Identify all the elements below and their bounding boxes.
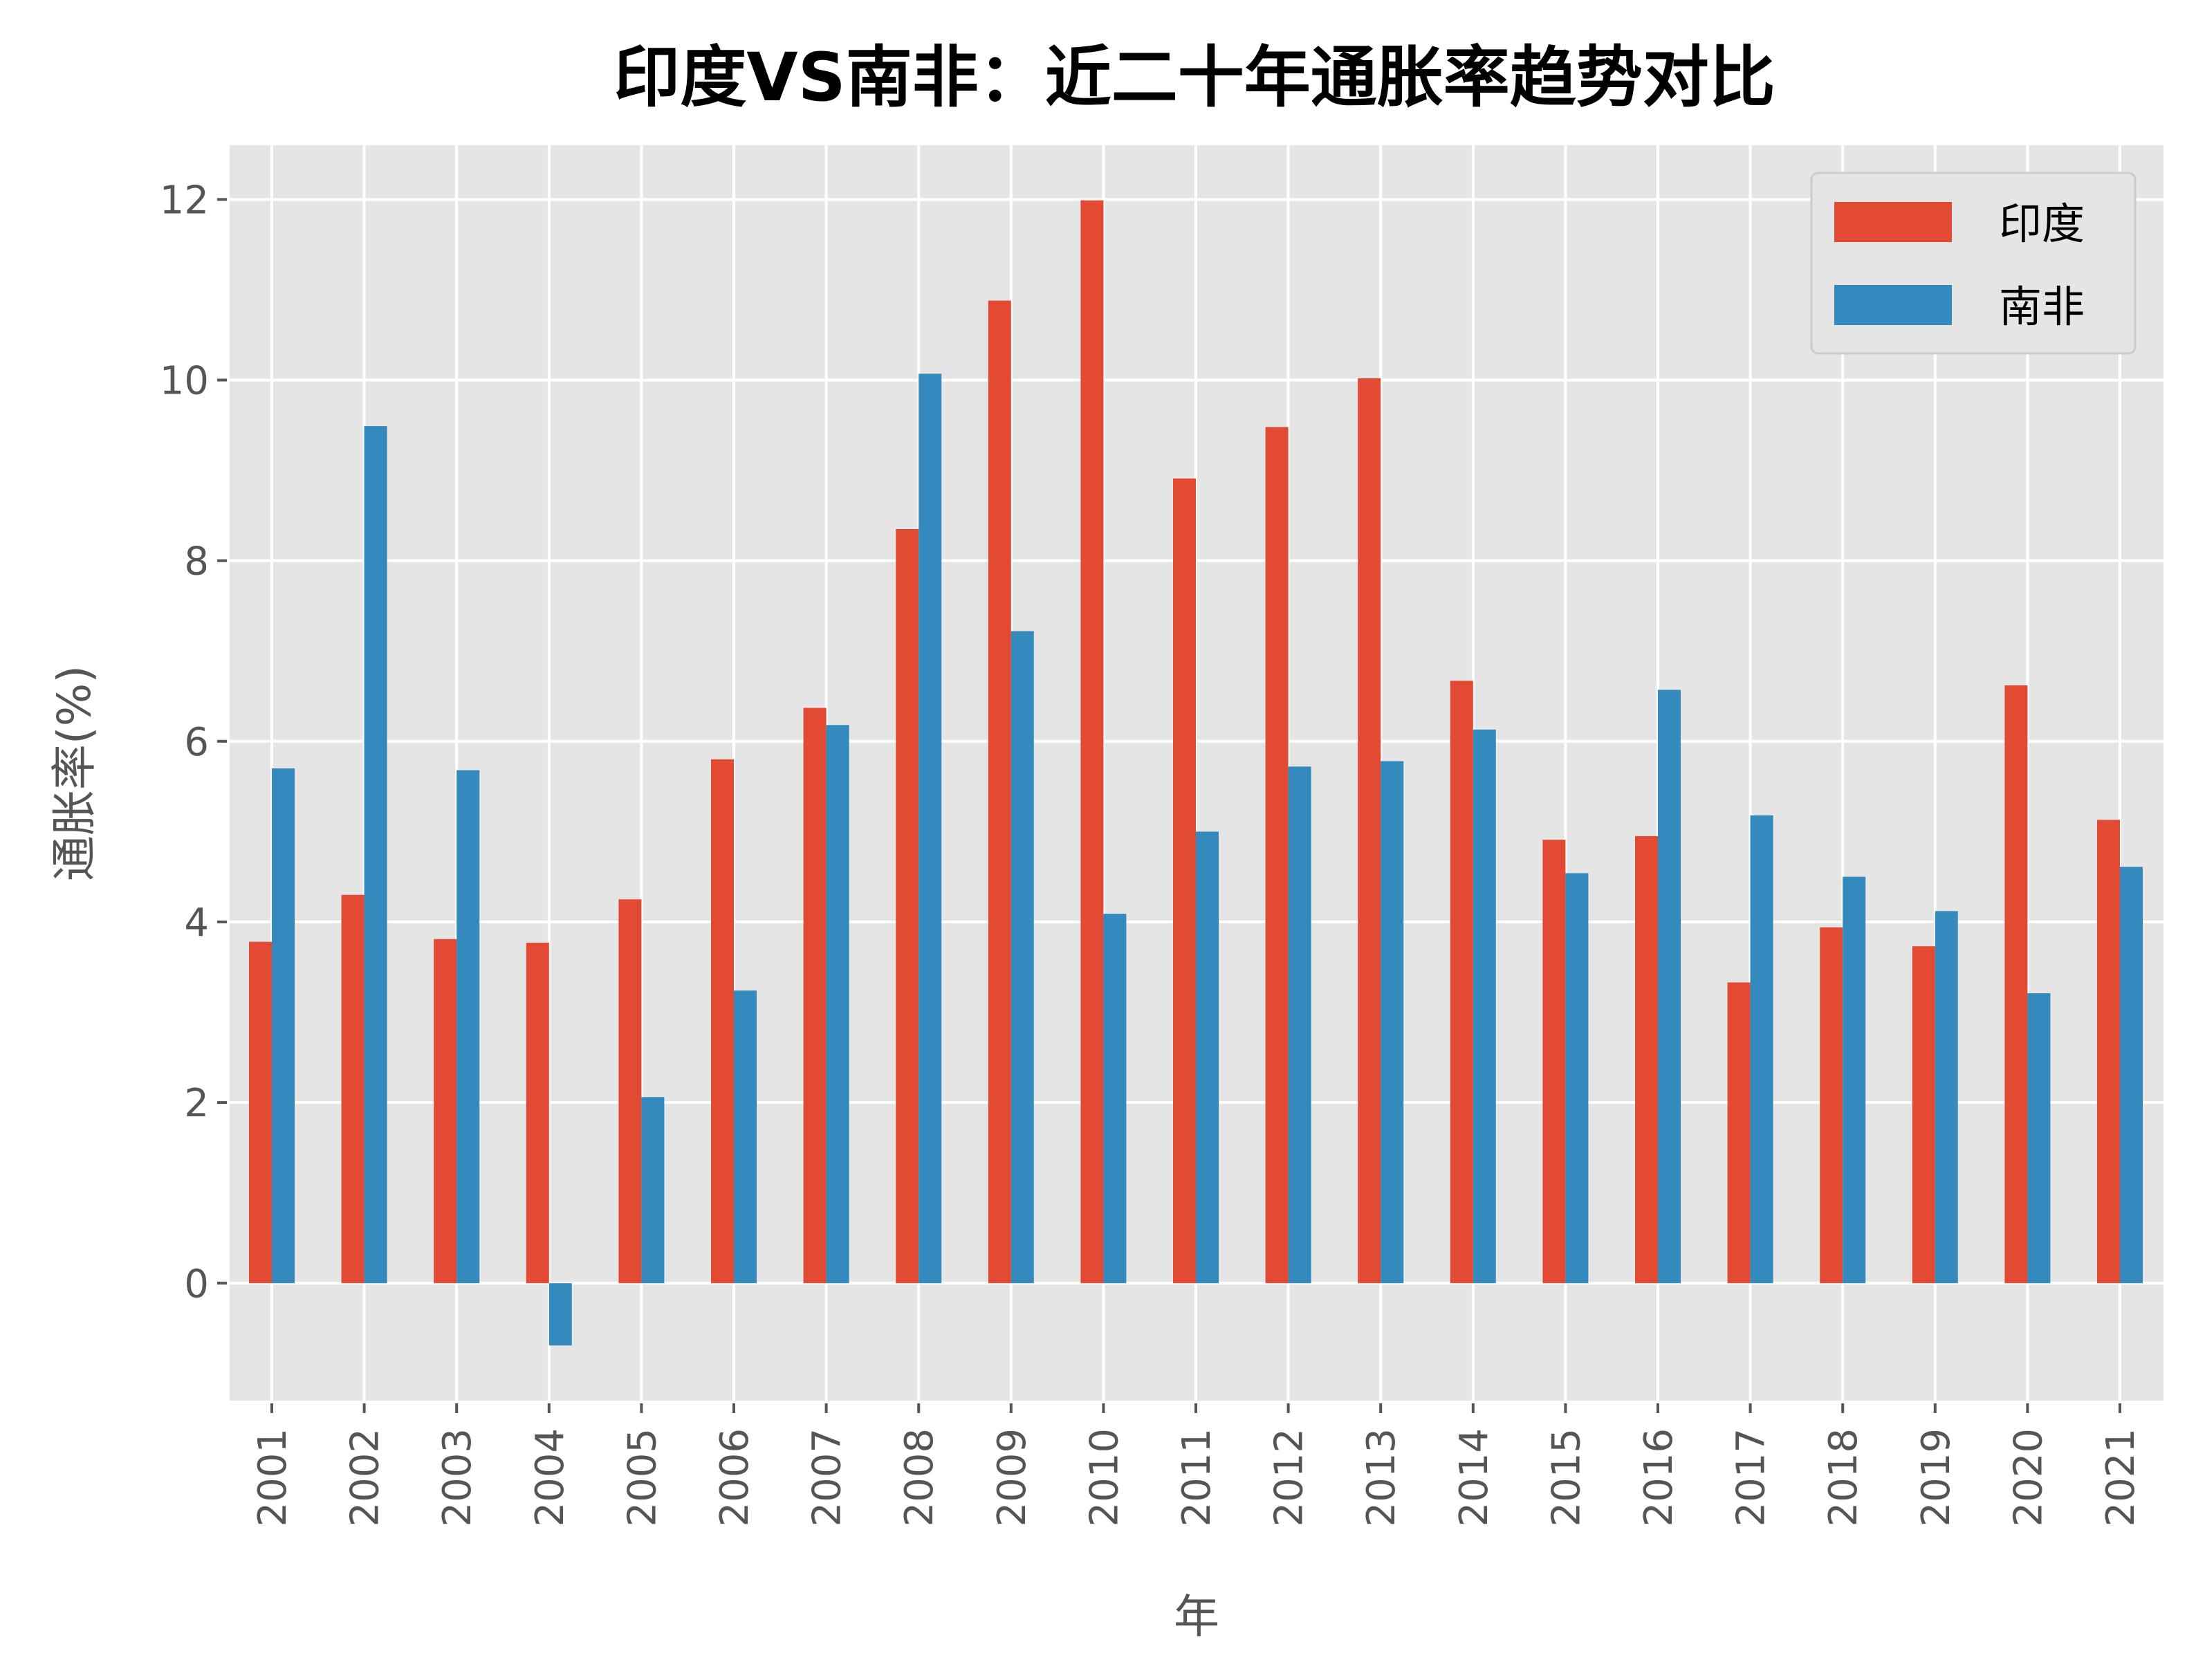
x-tick-label: 2014 (1452, 1428, 1497, 1527)
bar-india-2002 (341, 894, 365, 1284)
x-tick-label: 2001 (250, 1428, 295, 1527)
y-tick-label: 0 (184, 1262, 209, 1307)
bar-south-africa-2007 (826, 725, 849, 1284)
bars (249, 200, 2143, 1346)
x-tick-label: 2019 (1914, 1428, 1959, 1527)
bar-south-africa-2015 (1565, 873, 1589, 1284)
bar-south-africa-2004 (548, 1283, 572, 1346)
x-tick-label: 2007 (805, 1428, 850, 1527)
bar-india-2015 (1542, 840, 1566, 1284)
bar-india-2007 (803, 708, 827, 1284)
bar-south-africa-2009 (1011, 631, 1034, 1284)
x-tick-label: 2009 (990, 1428, 1035, 1527)
x-tick-label: 2010 (1082, 1428, 1127, 1527)
x-tick-label: 2003 (435, 1428, 480, 1527)
y-tick-label: 8 (184, 539, 209, 584)
bar-india-2006 (711, 759, 734, 1284)
x-tick-label: 2015 (1544, 1428, 1589, 1527)
bar-india-2010 (1080, 200, 1104, 1284)
bar-india-2016 (1635, 836, 1658, 1284)
y-tick-label: 10 (160, 358, 209, 403)
x-tick-label: 2016 (1636, 1428, 1681, 1527)
x-tick-label: 2005 (620, 1428, 665, 1527)
legend-box (1810, 172, 2137, 355)
bar-india-2018 (1820, 927, 1843, 1284)
x-tick-label: 2011 (1174, 1428, 1219, 1527)
legend: 印度 南非 (1810, 172, 2137, 355)
bar-india-2004 (526, 942, 549, 1284)
y-axis-ticks: 0 2 4 6 8 10 12 (160, 178, 227, 1307)
bar-india-2008 (896, 528, 919, 1284)
y-tick-label: 12 (160, 178, 209, 223)
bar-india-2011 (1173, 478, 1196, 1284)
y-axis-label: 通胀率(%) (48, 665, 101, 881)
bar-south-africa-2011 (1196, 831, 1219, 1284)
x-tick-label: 2002 (343, 1428, 388, 1527)
bar-south-africa-2018 (1843, 876, 1866, 1284)
bar-south-africa-2005 (641, 1097, 665, 1284)
x-tick-label: 2020 (2006, 1428, 2051, 1527)
legend-label-south-africa: 南非 (1999, 281, 2085, 332)
bar-india-2009 (988, 300, 1011, 1284)
bar-india-2020 (2004, 685, 2028, 1284)
legend-swatch-india (1834, 202, 1952, 242)
x-tick-label: 2018 (1821, 1428, 1866, 1527)
y-tick-label: 6 (184, 720, 209, 765)
bar-india-2014 (1450, 681, 1473, 1284)
x-tick-label: 2017 (1729, 1428, 1774, 1527)
bar-india-2021 (2097, 820, 2120, 1284)
bar-south-africa-2002 (364, 426, 387, 1284)
bar-south-africa-2006 (734, 990, 757, 1284)
x-tick-label: 2012 (1267, 1428, 1312, 1527)
x-tick-label: 2013 (1359, 1428, 1404, 1527)
bar-south-africa-2012 (1288, 766, 1311, 1284)
bar-south-africa-2021 (2120, 867, 2143, 1284)
x-tick-label: 2006 (712, 1428, 757, 1527)
bar-south-africa-2010 (1103, 914, 1127, 1284)
bar-south-africa-2016 (1658, 690, 1681, 1284)
bar-india-2005 (618, 899, 642, 1284)
x-tick-label: 2008 (897, 1428, 942, 1527)
legend-label-india: 印度 (1999, 199, 2085, 249)
bar-india-2013 (1358, 378, 1381, 1284)
bar-india-2012 (1265, 427, 1289, 1284)
bar-south-africa-2003 (456, 770, 480, 1284)
bar-south-africa-2001 (272, 768, 295, 1284)
bar-india-2003 (434, 939, 457, 1284)
bar-india-2019 (1912, 946, 1935, 1284)
x-tick-label: 2021 (2098, 1428, 2143, 1527)
y-tick-label: 4 (184, 901, 209, 945)
x-tick-label: 2004 (528, 1428, 573, 1527)
bar-south-africa-2017 (1750, 815, 1773, 1284)
bar-south-africa-2019 (1935, 911, 1958, 1284)
legend-swatch-south-africa (1834, 285, 1952, 325)
x-axis-ticks: 2001 2002 2003 2004 2005 2006 2007 2008 2009 2010… (250, 1403, 2143, 1527)
bar-south-africa-2014 (1473, 729, 1496, 1284)
chart-title: 印度VS南非：近二十年通胀率趋势对比 (613, 39, 1775, 116)
bar-south-africa-2008 (919, 373, 942, 1284)
bar-india-2001 (249, 941, 272, 1284)
y-tick-label: 2 (184, 1081, 209, 1126)
bar-south-africa-2020 (2027, 993, 2051, 1284)
x-axis-label: 年 (1174, 1590, 1219, 1643)
bar-south-africa-2013 (1381, 761, 1404, 1284)
bar-india-2017 (1727, 982, 1751, 1284)
